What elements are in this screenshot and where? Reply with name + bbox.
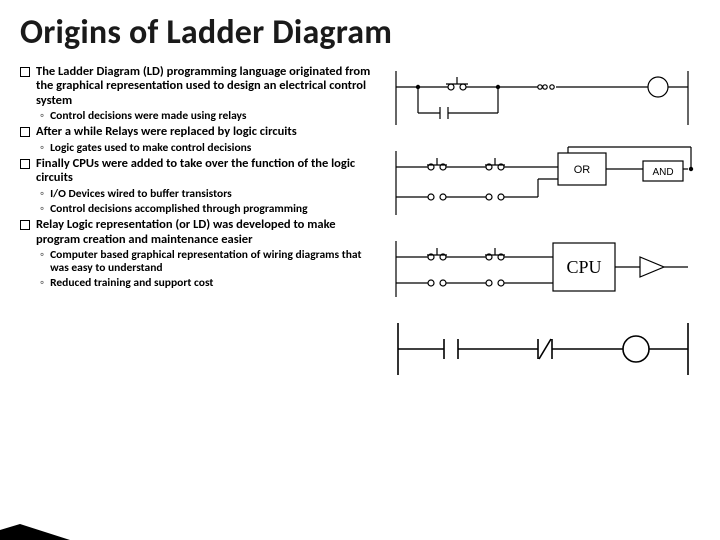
- checkbox-icon: [20, 220, 30, 230]
- diagram-column: OR AND CPU: [388, 65, 696, 395]
- svg-text:OR: OR: [574, 164, 591, 176]
- text-column: The Ladder Diagram (LD) programming lang…: [20, 65, 378, 395]
- sub-bullet-item: ◦ Reduced training and support cost: [40, 277, 378, 290]
- bullet-item: The Ladder Diagram (LD) programming lang…: [20, 65, 378, 108]
- bullet-item: Finally CPUs were added to take over the…: [20, 157, 378, 186]
- svg-text:CPU: CPU: [566, 257, 601, 277]
- sub-bullet-text: I/O Devices wired to buffer transistors: [50, 188, 232, 201]
- sub-bullet-text: Reduced training and support cost: [50, 277, 213, 290]
- sub-bullet-text: Computer based graphical representation …: [50, 249, 378, 275]
- checkbox-icon: [20, 159, 30, 169]
- bullet-item: After a while Relays were replaced by lo…: [20, 125, 378, 139]
- caret-icon: ◦: [40, 249, 44, 275]
- caret-icon: ◦: [40, 142, 44, 155]
- caret-icon: ◦: [40, 110, 44, 123]
- bullet-text: After a while Relays were replaced by lo…: [36, 125, 297, 139]
- bullet-item: Relay Logic representation (or LD) was d…: [20, 218, 378, 247]
- sub-bullet-item: ◦ I/O Devices wired to buffer transistors: [40, 188, 378, 201]
- slide-title: Origins of Ladder Diagram: [20, 12, 700, 53]
- sub-bullet-item: ◦ Control decisions were made using relay…: [40, 110, 378, 123]
- relay-diagram: [388, 65, 696, 131]
- svg-text:AND: AND: [652, 167, 673, 178]
- sub-bullet-item: ◦ Logic gates used to make control decisi…: [40, 142, 378, 155]
- sub-bullet-text: Control decisions were made using relays: [50, 110, 246, 123]
- caret-icon: ◦: [40, 277, 44, 290]
- sub-bullet-text: Control decisions accomplished through p…: [50, 203, 307, 216]
- checkbox-icon: [20, 127, 30, 137]
- cpu-diagram: CPU: [388, 235, 696, 303]
- checkbox-icon: [20, 67, 30, 77]
- logic-gates-diagram: OR AND: [388, 145, 696, 221]
- caret-icon: ◦: [40, 188, 44, 201]
- bullet-text: Finally CPUs were added to take over the…: [36, 157, 378, 186]
- sub-bullet-text: Logic gates used to make control decisio…: [50, 142, 251, 155]
- bullet-text: Relay Logic representation (or LD) was d…: [36, 218, 378, 247]
- caret-icon: ◦: [40, 203, 44, 216]
- bullet-text: The Ladder Diagram (LD) programming lang…: [36, 65, 378, 108]
- sub-bullet-item: ◦ Control decisions accomplished through …: [40, 203, 378, 216]
- ladder-diagram: [388, 317, 696, 381]
- corner-accent: [0, 524, 70, 540]
- sub-bullet-item: ◦Computer based graphical representation…: [40, 249, 378, 275]
